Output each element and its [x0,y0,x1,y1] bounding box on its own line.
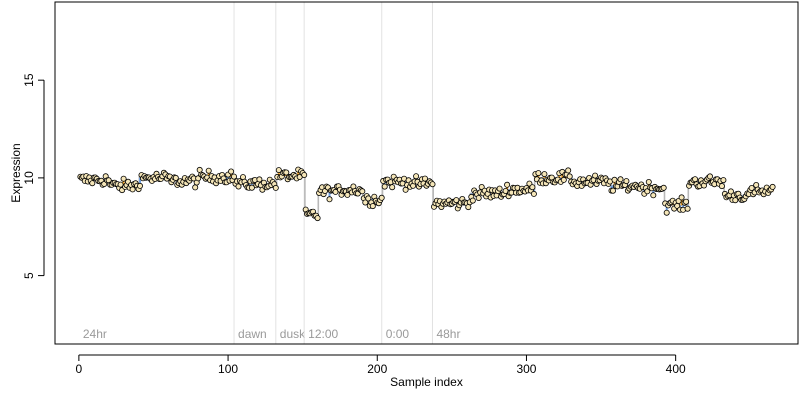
data-point [769,183,776,190]
data-points [77,166,776,222]
data-point [718,183,725,190]
data-point [301,171,308,178]
data-point [89,180,96,187]
data-point [381,183,388,190]
sample-markers: 24hr dawn dusk 12:00 0:00 48hr [83,2,460,344]
marker-label: 48hr [436,327,460,341]
plot-frame [54,1,799,345]
x-tick-label: 300 [516,362,536,376]
data-point [359,188,366,195]
data-point [129,186,136,193]
data-point [136,182,143,189]
data-point [248,184,255,191]
data-point [314,215,321,222]
y-axis-title: Expression [9,143,23,202]
data-point [650,192,657,199]
data-point [707,173,714,180]
x-tick-label: 100 [218,362,238,376]
marker-label: dawn [238,327,267,341]
y-tick-label: 5 [22,272,36,279]
data-point [692,176,699,183]
data-point [475,194,482,201]
data-point [172,174,179,181]
x-axis: 0 100 200 300 400 [76,354,686,376]
data-point [529,184,536,191]
data-point [421,175,428,182]
data-point [283,169,290,176]
y-axis: 5 10 15 [22,73,45,279]
data-point [660,184,667,191]
data-point [365,195,372,202]
data-point [469,197,476,204]
data-point [378,194,385,201]
data-point [610,187,617,194]
data-point [453,197,460,204]
data-point [235,183,242,190]
x-tick-label: 200 [367,362,387,376]
x-tick-label: 0 [76,362,83,376]
data-point [326,196,333,203]
data-point [623,178,630,185]
data-point [645,178,652,185]
data-point [120,175,127,182]
data-point [275,167,282,174]
data-point [465,204,472,211]
data-point [530,190,537,197]
y-tick-label: 15 [22,73,36,87]
data-point [732,197,739,204]
data-point [369,203,376,210]
data-point [504,181,511,188]
data-point [720,177,727,184]
data-point [683,198,690,205]
marker-label: dusk [280,327,306,341]
data-point [560,176,567,183]
data-point [727,188,734,195]
data-point [535,170,542,177]
data-point [566,173,573,180]
marker-label: 0:00 [386,327,410,341]
data-point [389,184,396,191]
data-point [192,184,199,191]
data-point [748,184,755,191]
data-point [565,167,572,174]
data-point [684,205,691,212]
x-axis-title: Sample index [390,375,463,389]
x-tick-label: 400 [666,362,686,376]
data-point [541,171,548,178]
data-point [272,184,279,191]
marker-label: 24hr [83,327,107,341]
data-point [256,176,263,183]
data-point [362,199,369,206]
data-point [228,168,235,175]
data-point [592,172,599,179]
data-point [496,185,503,192]
data-point [617,176,624,183]
data-point [663,209,670,216]
data-point [413,173,420,180]
data-point [230,173,237,180]
data-point [429,181,436,188]
y-tick-label: 10 [22,171,36,185]
data-point [205,167,212,174]
marker-label: 12:00 [308,327,338,341]
data-point [678,194,685,201]
